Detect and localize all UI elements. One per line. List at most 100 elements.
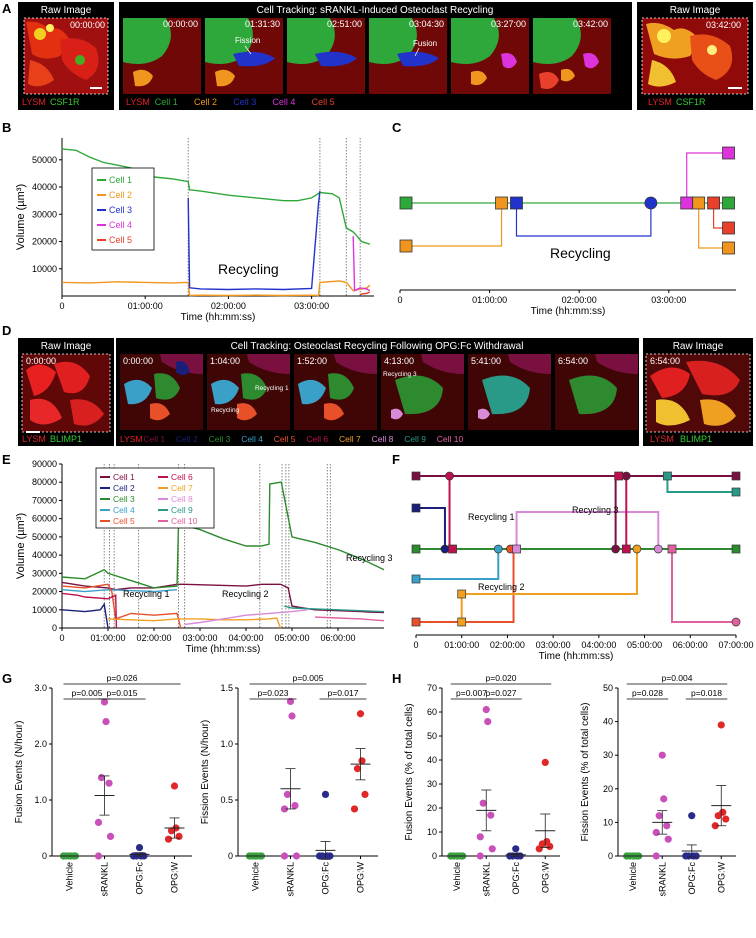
x-tick-label: Vehicle [251,862,261,891]
p-value: p=0.015 [107,688,138,698]
x-tick-label: 06:00:00 [320,633,355,643]
data-point [688,812,696,820]
node-cell-4 [680,196,694,210]
x-tick-label: 05:00:00 [274,633,309,643]
y-tick-label: 1.5 [220,683,233,693]
frame-timestamp: 4:13:00 [384,356,414,366]
frame-timestamp: 1:52:00 [297,356,327,366]
data-point [361,790,369,799]
lineage-cell-10 [671,549,736,623]
x-tick-label: 06:00:00 [673,640,708,650]
raw-image-a-right-title: Raw Image [670,5,721,16]
x-tick-label: 01:00:00 [90,633,125,643]
x-tick-label: 0 [397,295,402,305]
y-axis-label: Fusion Events (% of total cells) [404,703,415,840]
y-tick-label: 70 [427,683,437,693]
y-axis-label: Volume (µm³) [15,513,27,579]
y-tick-label: 20000 [32,237,57,247]
data-point [652,828,660,837]
data-point [97,774,106,782]
x-tick-label: Vehicle [628,862,638,891]
legend-label: Cell 1 [113,472,135,482]
y-axis-label: Fission Events (N/hour) [200,720,211,824]
series-line-cell-1 [61,148,371,245]
frame-timestamp: 5:41:00 [471,356,501,366]
data-point [663,822,671,830]
legend-lysm: LYSM [648,97,672,107]
node-cell-10 [731,617,741,627]
legend-label: Cell 4 [113,505,135,515]
y-tick-label: 2.0 [34,739,47,749]
legend-entry: Cell 2 [176,434,198,444]
annotation-fusion: Fusion [413,39,437,48]
y-tick-label: 50000 [32,155,57,165]
y-tick-label: 40000 [32,550,57,560]
legend-label: Cell 4 [109,220,132,230]
y-tick-label: 0.5 [220,795,233,805]
cell-2-shape [215,69,235,87]
cell-1-shape [508,354,551,374]
legend-label: Cell 5 [109,235,132,245]
legend-label: Cell 7 [171,483,193,493]
y-axis-label: Fission Events (% of total cells) [580,703,591,842]
annotation-recycling: Recycling [218,261,279,277]
cell-3-shape [315,51,357,67]
panel-letter-d: D [2,323,11,338]
series-line-cell-2 [61,280,371,297]
legend-entry: Cell 4 [272,97,295,107]
node-fusion [493,544,503,554]
raw-image-d-right-title: Raw Image [673,341,724,352]
cell-3-shape [233,51,275,67]
legend-entry: Cell 10 [437,434,464,444]
y-tick-label: 10 [427,827,437,837]
y-tick-label: 1.0 [34,795,47,805]
legend-blimp1: BLIMP1 [50,434,82,444]
x-tick-label: 03:00:00 [294,301,329,311]
frame-timestamp: 00:00:00 [163,19,198,29]
node-fusion [621,471,631,481]
data-point [711,822,719,830]
y-tick-label: 30 [427,779,437,789]
y-tick-label: 0 [608,851,613,861]
data-point [356,710,365,718]
x-tick-label: sRANKL [100,862,110,897]
y-tick-label: 70000 [32,495,57,505]
node-cell-9 [731,487,741,497]
x-tick-label: sRANKL [286,862,296,897]
p-value: p=0.017 [328,688,359,698]
cell-4-shape [124,379,152,405]
y-tick-label: 20000 [32,587,57,597]
tracking-d-bg [116,338,639,446]
x-tick-label: OPG:W [356,861,366,893]
raw-image-a-left [23,17,109,95]
p-value: p=0.004 [662,673,693,683]
node-cell-2 [399,239,413,253]
legend-entry: Cell 3 [209,434,231,444]
legend-entry: LYSM [120,434,143,444]
x-tick-label: OPG:Fc [687,862,697,895]
legend-label: Cell 3 [109,205,132,215]
y-tick-label: 3.0 [34,683,47,693]
data-point [506,852,514,860]
y-tick-label: 80000 [32,477,57,487]
x-axis-label: Time (hh:mm:ss) [186,644,261,655]
tracking-d-frames: 0:00:00 1:04:00 1:52:00 4:13:00 5:41:00 6:54:… [120,354,638,430]
cell-4-shape [501,53,517,69]
data-point [175,832,183,841]
annotation-recycling-3: Recycling 3 [346,553,393,563]
data-point [664,835,672,843]
cell-1-shape [334,354,377,374]
data-point [280,805,289,813]
node-cell-1 [731,471,741,481]
legend-entry: Cell 2 [194,97,217,107]
data-point [164,835,173,843]
x-tick-label: sRANKL [481,862,491,897]
series-line-cell-10 [314,616,385,622]
p-value: p=0.005 [72,688,103,698]
cell-1-shape [533,18,581,64]
tracking-d-title: Cell Tracking: Osteoclast Recycling Foll… [231,341,524,352]
node-cell-1 [399,196,413,210]
frame-timestamp: 02:51:00 [327,19,362,29]
y-tick-label: 30 [603,750,613,760]
panel-letter-c: C [392,120,402,135]
